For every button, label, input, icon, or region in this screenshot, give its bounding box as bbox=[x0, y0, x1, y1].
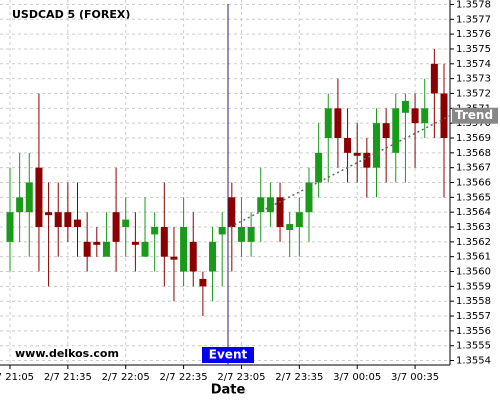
candle-body bbox=[16, 197, 24, 213]
y-tick-label: 1.3558 bbox=[456, 296, 491, 307]
y-tick-label: 1.3568 bbox=[456, 148, 491, 159]
y-tick-label: 1.3569 bbox=[456, 133, 491, 144]
candle-body bbox=[74, 219, 82, 228]
candle-body bbox=[334, 108, 342, 138]
candle-body bbox=[344, 137, 352, 153]
candle-body bbox=[411, 108, 419, 124]
candle-body bbox=[218, 227, 226, 235]
y-tick-label: 1.3554 bbox=[456, 356, 491, 367]
x-tick-label: 2/7 22:35 bbox=[160, 372, 208, 383]
y-tick-label: 1.3560 bbox=[456, 267, 491, 278]
y-tick-label: 1.3565 bbox=[456, 192, 491, 203]
y-tick-label: 1.3577 bbox=[456, 14, 491, 25]
y-tick-label: 1.3566 bbox=[456, 178, 491, 189]
candle-body bbox=[382, 123, 390, 138]
candle-body bbox=[247, 227, 255, 242]
y-tick-label: 1.3555 bbox=[456, 341, 491, 352]
y-tick-label: 1.3575 bbox=[456, 44, 491, 55]
trend-label: Trend bbox=[455, 108, 493, 122]
candle-body bbox=[170, 256, 178, 260]
y-tick-label: 1.3573 bbox=[456, 74, 491, 85]
y-tick-label: 1.3574 bbox=[456, 59, 491, 70]
x-tick-label: 2/7 21:35 bbox=[44, 372, 92, 383]
x-tick-label: 3/7 00:05 bbox=[333, 372, 381, 383]
candle-body bbox=[237, 227, 245, 242]
candle-body bbox=[372, 123, 380, 168]
candle-body bbox=[83, 241, 91, 257]
candle-body bbox=[209, 241, 217, 272]
candle-body bbox=[353, 152, 361, 156]
x-tick-label: 2/7 21:05 bbox=[0, 372, 34, 383]
candle-body bbox=[64, 212, 72, 228]
candle-body bbox=[228, 197, 236, 228]
y-tick-label: 1.3556 bbox=[456, 326, 491, 337]
candle-body bbox=[25, 182, 33, 213]
candle-body bbox=[421, 108, 429, 124]
candle-body bbox=[276, 197, 284, 228]
candle-body bbox=[160, 227, 168, 257]
candle-body bbox=[295, 212, 303, 228]
x-tick-label: 2/7 23:35 bbox=[275, 372, 323, 383]
candle-body bbox=[6, 212, 14, 242]
x-axis-label: Date bbox=[211, 383, 246, 398]
candle-body bbox=[257, 197, 265, 213]
candle-body bbox=[440, 93, 448, 138]
candle-body bbox=[93, 241, 101, 245]
candle-body bbox=[324, 108, 332, 138]
candle-body bbox=[141, 241, 149, 257]
candle-body bbox=[151, 227, 159, 235]
trend-label-box bbox=[452, 107, 498, 124]
y-tick-label: 1.3557 bbox=[456, 311, 491, 322]
y-tick-label: 1.3561 bbox=[456, 252, 491, 263]
candle-body bbox=[189, 241, 197, 272]
candle-body bbox=[180, 227, 188, 272]
y-tick-label: 1.3567 bbox=[456, 163, 491, 174]
trend-line bbox=[229, 115, 451, 228]
candle-body bbox=[430, 63, 438, 94]
y-tick-label: 1.3576 bbox=[456, 29, 491, 40]
x-tick-label: 2/7 23:05 bbox=[217, 372, 265, 383]
candle-body bbox=[54, 212, 62, 228]
y-tick-label: 1.3562 bbox=[456, 237, 491, 248]
y-tick-label: 1.3559 bbox=[456, 281, 491, 292]
x-tick-label: 3/7 00:35 bbox=[391, 372, 439, 383]
y-tick-label: 1.3578 bbox=[456, 0, 491, 10]
candle-body bbox=[35, 167, 43, 228]
x-tick-label: 2/7 22:05 bbox=[102, 372, 150, 383]
candle-body bbox=[199, 278, 207, 287]
source: www.delkos.com bbox=[15, 347, 119, 360]
candle-body bbox=[112, 212, 120, 242]
event-label: Event bbox=[209, 348, 248, 362]
candle-body bbox=[315, 152, 323, 183]
y-tick-label: 1.3564 bbox=[456, 207, 491, 218]
candle-body bbox=[102, 241, 110, 257]
candle-body bbox=[286, 224, 294, 230]
candle-body bbox=[266, 197, 274, 213]
y-tick-label: 1.3563 bbox=[456, 222, 491, 233]
candle-body bbox=[401, 100, 409, 113]
candle-body bbox=[363, 152, 371, 168]
candle-body bbox=[392, 108, 400, 153]
candle-body bbox=[131, 241, 139, 245]
candle-body bbox=[45, 212, 53, 216]
candle-body bbox=[122, 219, 130, 228]
event-label-box bbox=[202, 347, 254, 363]
chart-title: USDCAD 5 (FOREX) bbox=[12, 8, 130, 21]
y-tick-label: 1.3572 bbox=[456, 88, 491, 99]
candle-body bbox=[305, 182, 313, 213]
